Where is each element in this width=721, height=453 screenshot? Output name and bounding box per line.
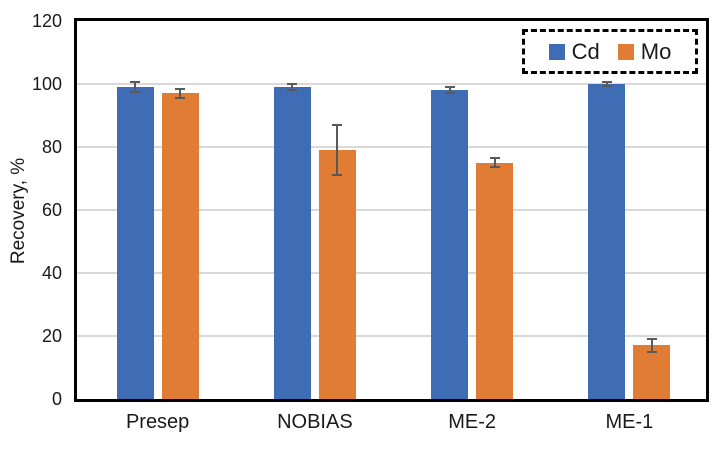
error-cap-top <box>489 157 500 160</box>
y-tick-label-100: 100 <box>31 74 62 94</box>
error-bar-mo-me-1 <box>650 339 653 352</box>
legend: Cd Mo <box>522 29 698 74</box>
error-bar-cd-me-2 <box>448 87 451 94</box>
error-bar-cd-nobias <box>291 84 294 91</box>
legend-label-mo: Mo <box>640 38 672 64</box>
error-cap-bottom <box>646 350 657 353</box>
legend-label-cd: Cd <box>571 38 600 64</box>
x-axis-label-me-2: ME-2 <box>448 411 497 433</box>
bar-cd-me-1 <box>588 84 626 399</box>
x-axis-label-presep: Presep <box>125 411 190 433</box>
legend-entry-cd: Cd <box>548 38 600 65</box>
legend-swatch-cd-icon <box>548 43 565 60</box>
x-axis-label-me-1: ME-1 <box>605 411 654 433</box>
gridline-60 <box>77 209 706 211</box>
bar-mo-me-1 <box>633 345 671 399</box>
error-cap-top <box>444 86 455 89</box>
error-cap-top <box>175 87 186 90</box>
error-cap-top <box>287 83 298 85</box>
y-tick-label-40: 40 <box>41 263 62 283</box>
gridline-100 <box>77 83 706 85</box>
bar-mo-presep <box>161 93 199 399</box>
y-tick-label-20: 20 <box>41 326 62 346</box>
gridline-40 <box>77 272 706 274</box>
error-bar-cd-presep <box>134 82 137 92</box>
error-cap-bottom <box>287 89 298 92</box>
error-cap-top <box>646 338 657 341</box>
error-cap-top <box>130 81 141 84</box>
bar-cd-me-2 <box>431 90 469 399</box>
bar-mo-nobias <box>318 150 356 399</box>
bar-mo-me-2 <box>476 162 514 399</box>
error-bar-cd-me-1 <box>605 82 608 86</box>
error-cap-bottom <box>130 90 141 93</box>
error-cap-bottom <box>489 166 500 169</box>
gridline-80 <box>77 146 706 148</box>
bar-cd-nobias <box>273 87 311 399</box>
error-cap-top <box>601 81 612 84</box>
error-cap-bottom <box>444 92 455 95</box>
error-cap-bottom <box>601 84 612 87</box>
error-cap-bottom <box>332 174 343 177</box>
y-tick-label-0: 0 <box>51 389 62 409</box>
bar-cd-presep <box>116 87 154 399</box>
error-bar-mo-me-2 <box>493 158 496 168</box>
y-tick-label-120: 120 <box>31 11 62 31</box>
error-cap-top <box>332 123 343 126</box>
y-tick-label-80: 80 <box>41 137 62 157</box>
gridline-20 <box>77 335 706 337</box>
legend-swatch-mo-icon <box>617 43 634 60</box>
legend-entry-mo: Mo <box>617 38 672 65</box>
error-cap-bottom <box>175 97 186 100</box>
x-axis-label-nobias: NOBIAS <box>277 411 353 433</box>
error-bar-mo-nobias <box>336 124 339 176</box>
error-bar-mo-presep <box>179 88 182 99</box>
y-tick-label-60: 60 <box>41 200 62 220</box>
